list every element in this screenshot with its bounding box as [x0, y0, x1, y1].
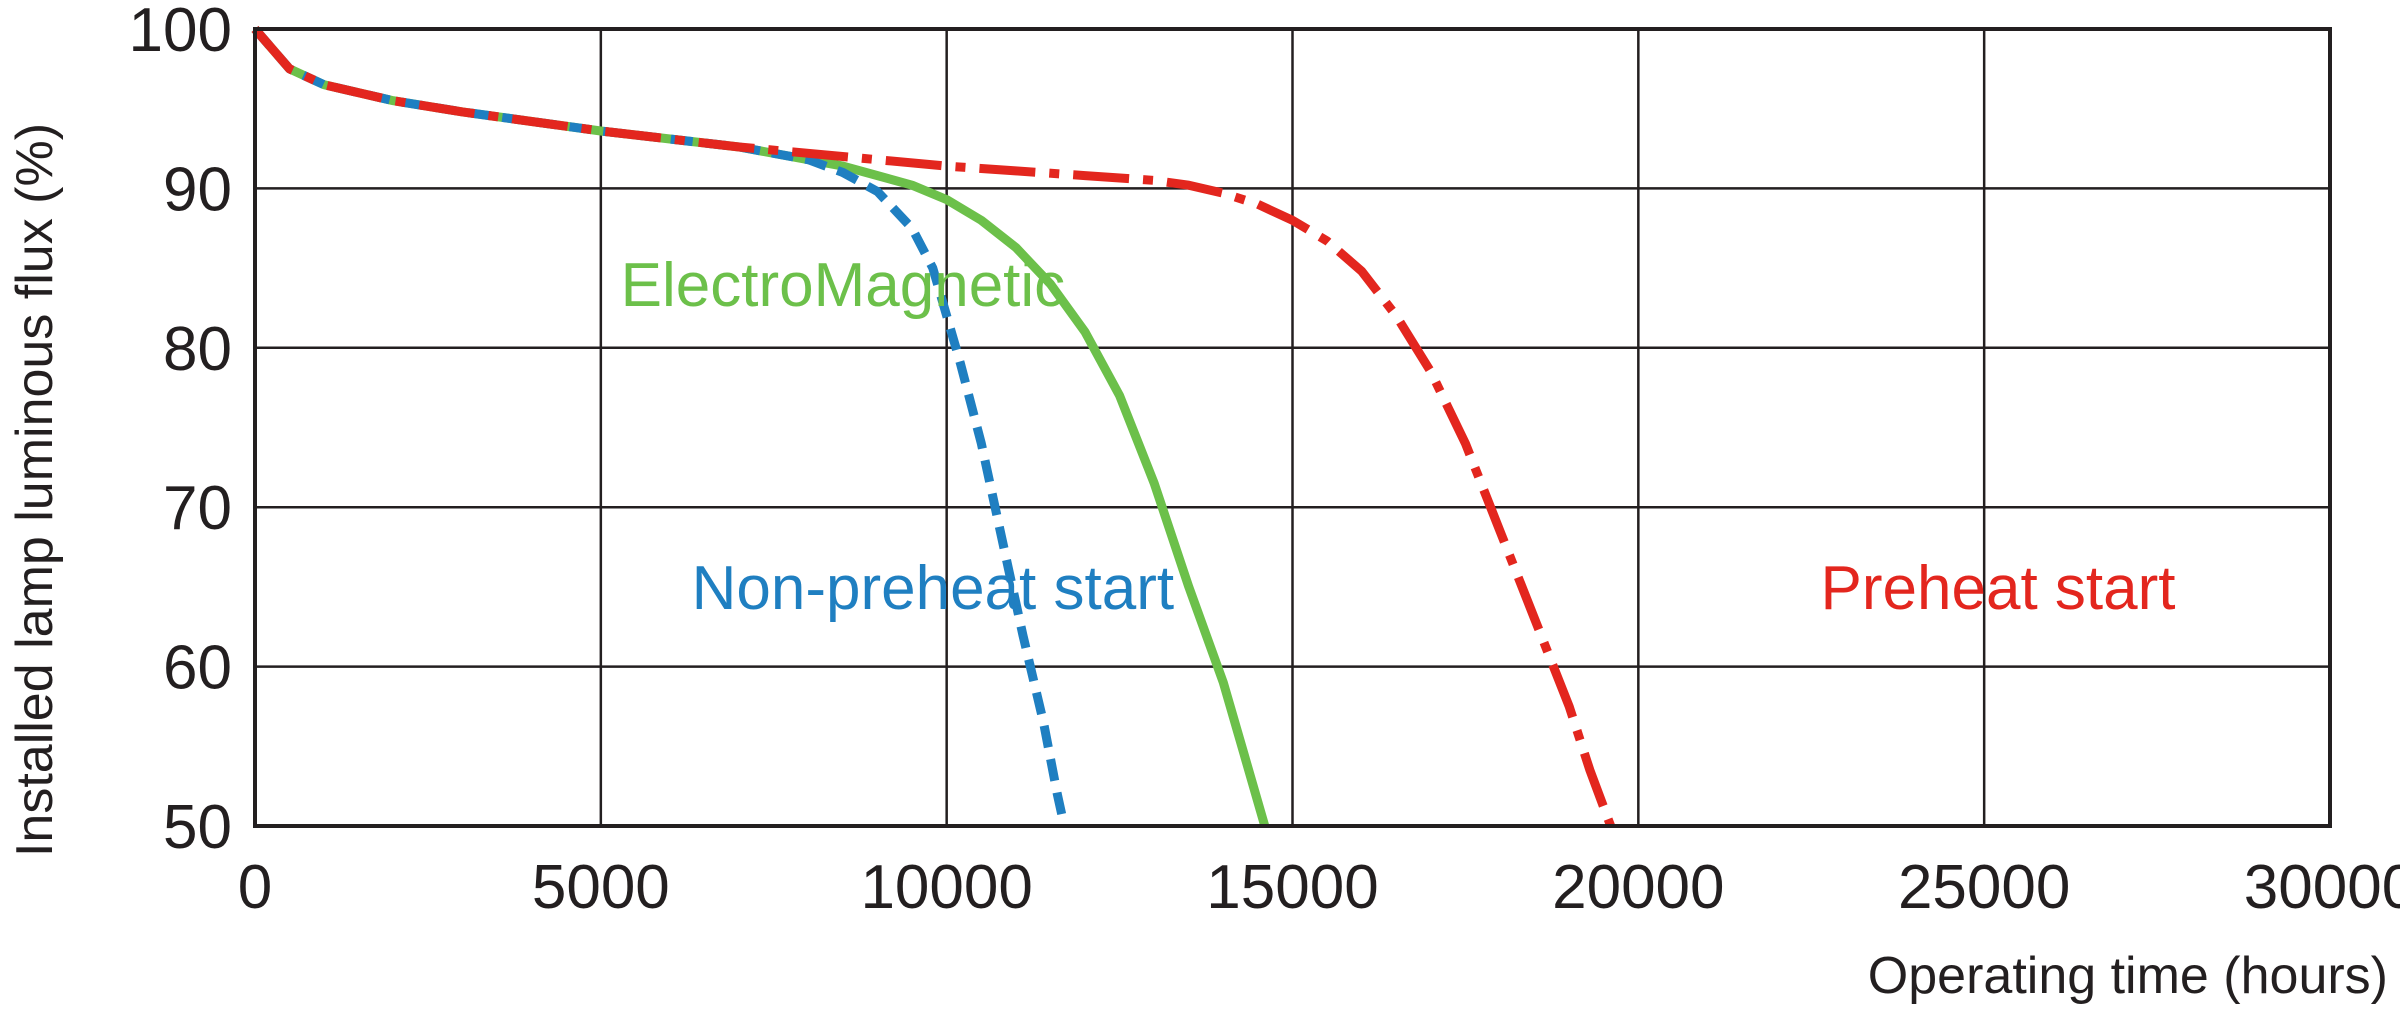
plot-frame: [253, 27, 2332, 828]
y-axis-title: Installed lamp luminous flux (%): [6, 123, 64, 857]
x-tick-label: 0: [238, 853, 272, 922]
x-tick-label: 10000: [860, 853, 1032, 922]
annotation-preheat-start: Preheat start: [1821, 554, 2176, 623]
y-tick-label: 90: [163, 155, 232, 224]
series-lines: [251, 26, 1615, 828]
annotation-electromagnetic: ElectroMagnetic: [621, 251, 1066, 320]
x-tick-label: 30000: [2244, 853, 2400, 922]
series-line-preheat-start: [251, 26, 1615, 828]
y-tick-labels: 50 60 70 80 90 100: [129, 0, 232, 862]
grid-lines: [253, 27, 2332, 828]
y-tick-label: 70: [163, 474, 232, 543]
annotation-non-preheat-start: Non-preheat start: [692, 554, 1174, 623]
y-tick-label: 100: [129, 0, 232, 65]
x-axis-title: Operating time (hours): [1868, 947, 2388, 1005]
series-annotations: ElectroMagnetic Non-preheat start Preheat …: [621, 251, 2176, 623]
x-tick-label: 5000: [532, 853, 670, 922]
series-line-non-preheat-start: [251, 26, 1069, 827]
y-tick-label: 80: [163, 315, 232, 384]
x-tick-labels: 0 5000 10000 15000 20000 25000 30000: [238, 853, 2400, 922]
x-tick-label: 20000: [1552, 853, 1724, 922]
y-tick-label: 60: [163, 634, 232, 703]
x-tick-label: 25000: [1898, 853, 2070, 922]
x-tick-label: 15000: [1206, 853, 1378, 922]
y-tick-label: 50: [163, 793, 232, 862]
